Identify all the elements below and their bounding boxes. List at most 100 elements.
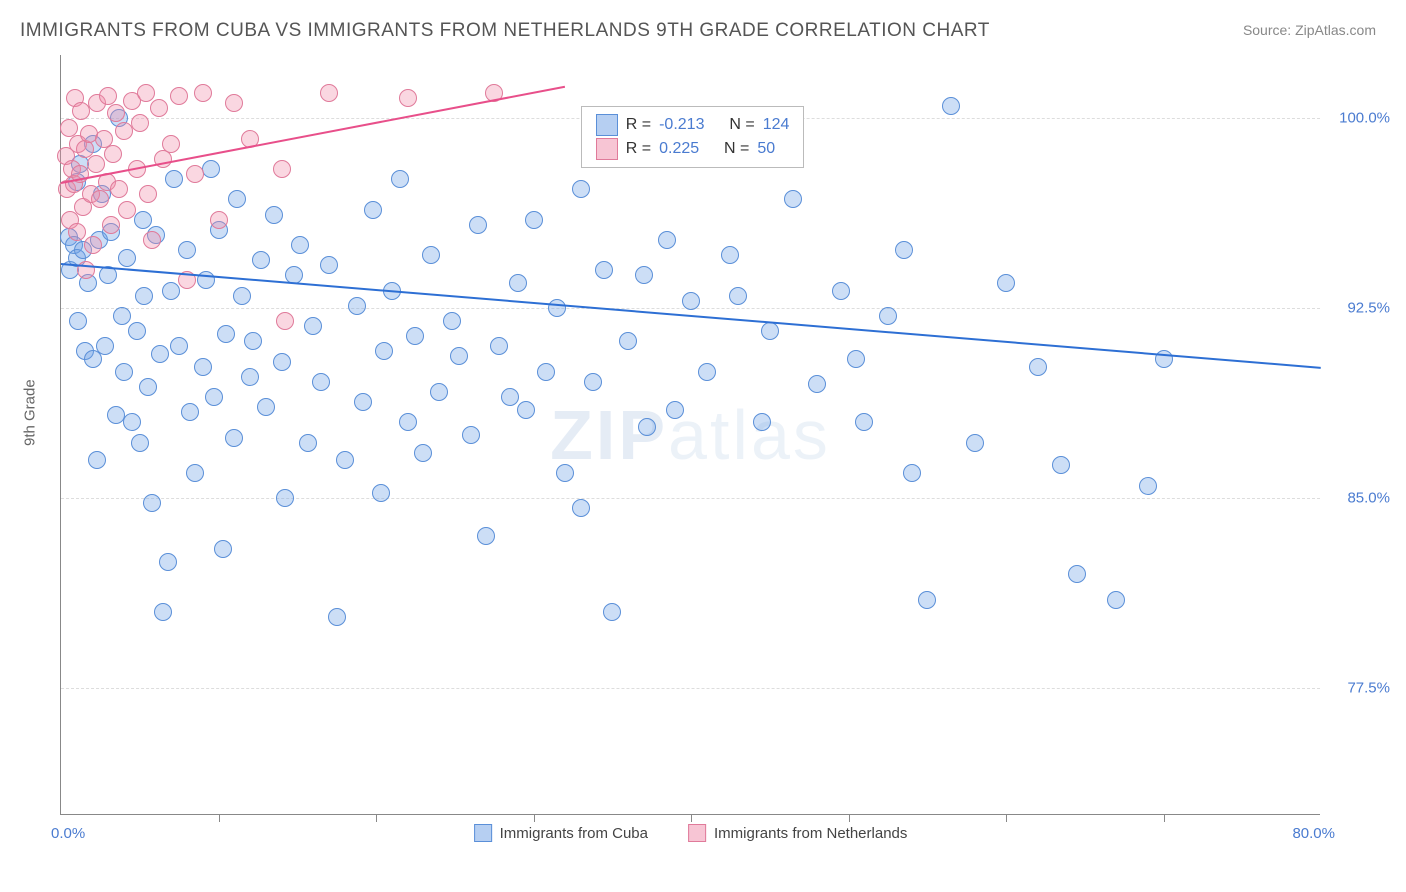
data-point [205,388,223,406]
y-tick-label: 92.5% [1347,300,1390,317]
data-point [110,180,128,198]
bottom-legend: Immigrants from Cuba Immigrants from Neth… [474,824,908,842]
y-tick-label: 100.0% [1339,110,1390,127]
data-point [477,527,495,545]
data-point [320,84,338,102]
data-point [102,216,120,234]
swatch-icon [596,138,618,160]
data-point [414,444,432,462]
data-point [364,201,382,219]
data-point [997,274,1015,292]
data-point [490,337,508,355]
data-point [276,489,294,507]
data-point [328,608,346,626]
x-tick [691,814,692,822]
data-point [225,94,243,112]
x-end-label: 80.0% [1292,825,1335,842]
data-point [903,464,921,482]
data-point [918,591,936,609]
data-point [276,312,294,330]
data-point [139,185,157,203]
stats-box: R =-0.213 N =124R =0.225 N =50 [581,106,805,168]
n-label: N = [724,137,749,161]
data-point [966,434,984,452]
data-point [170,87,188,105]
watermark: ZIPatlas [550,395,831,475]
data-point [162,282,180,300]
data-point [118,201,136,219]
x-tick [534,814,535,822]
chart-title: IMMIGRANTS FROM CUBA VS IMMIGRANTS FROM … [20,20,990,42]
data-point [682,292,700,310]
data-point [422,246,440,264]
data-point [104,145,122,163]
data-point [135,287,153,305]
data-point [666,401,684,419]
data-point [572,499,590,517]
data-point [336,451,354,469]
data-point [1052,456,1070,474]
data-point [572,180,590,198]
n-value: 124 [763,113,790,137]
data-point [942,97,960,115]
data-point [399,89,417,107]
data-point [808,375,826,393]
data-point [214,540,232,558]
data-point [107,104,125,122]
n-label: N = [729,113,754,137]
data-point [186,464,204,482]
data-point [291,236,309,254]
data-point [134,211,152,229]
r-value: 0.225 [659,137,699,161]
data-point [855,413,873,431]
regression-line [61,263,1321,369]
x-tick [849,814,850,822]
data-point [638,418,656,436]
data-point [233,287,251,305]
data-point [194,358,212,376]
data-point [113,307,131,325]
data-point [257,398,275,416]
data-point [450,347,468,365]
data-point [252,251,270,269]
data-point [299,434,317,452]
legend-item: Immigrants from Netherlands [688,824,907,842]
data-point [537,363,555,381]
data-point [847,350,865,368]
data-point [462,426,480,444]
data-point [181,403,199,421]
data-point [895,241,913,259]
data-point [265,206,283,224]
data-point [228,190,246,208]
r-label: R = [626,113,651,137]
data-point [68,223,86,241]
data-point [372,484,390,502]
data-point [729,287,747,305]
data-point [123,413,141,431]
data-point [1107,591,1125,609]
data-point [178,241,196,259]
r-value: -0.213 [659,113,704,137]
data-point [1139,477,1157,495]
data-point [721,246,739,264]
data-point [137,84,155,102]
data-point [159,553,177,571]
data-point [1029,358,1047,376]
grid-line [61,688,1320,689]
r-label: R = [626,137,651,161]
legend-label: Immigrants from Cuba [500,825,648,842]
data-point [210,211,228,229]
data-point [91,190,109,208]
data-point [399,413,417,431]
data-point [406,327,424,345]
data-point [391,170,409,188]
data-point [348,297,366,315]
data-point [244,332,262,350]
grid-line [61,498,1320,499]
data-point [273,353,291,371]
data-point [556,464,574,482]
data-point [118,249,136,267]
data-point [131,434,149,452]
data-point [375,342,393,360]
legend-item: Immigrants from Cuba [474,824,648,842]
